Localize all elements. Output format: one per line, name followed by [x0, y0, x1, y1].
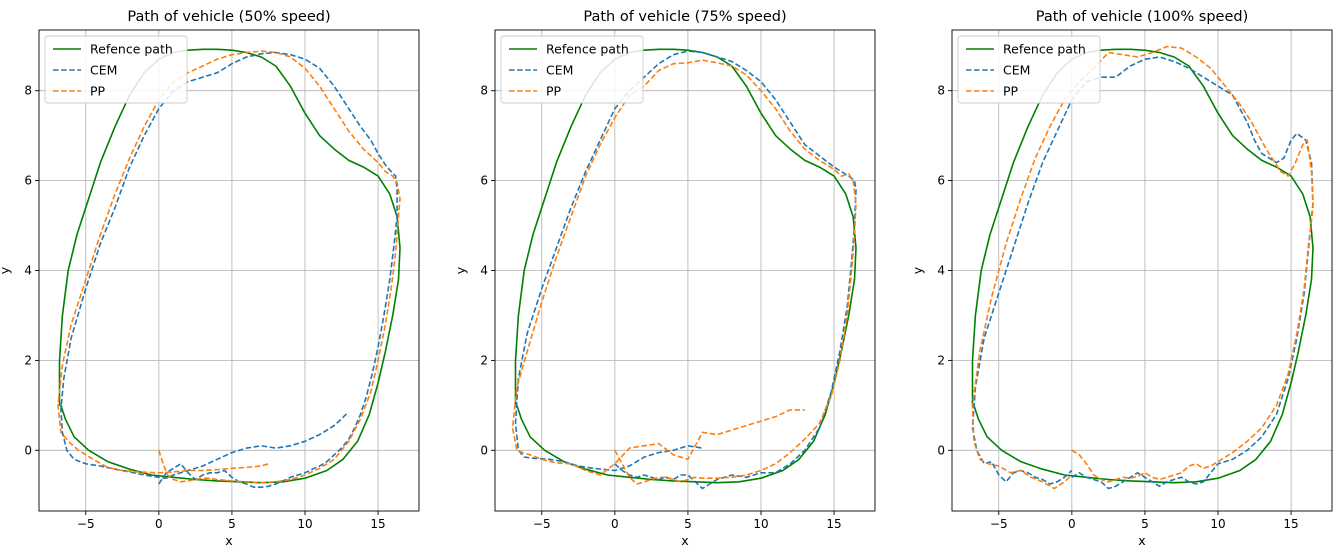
legend: Refence path CEM PP	[957, 35, 1101, 104]
legend-label: CEM	[90, 63, 117, 78]
y-tick-label: 2	[480, 353, 488, 367]
x-tick-label: 10	[753, 517, 768, 531]
y-tick-label: 8	[480, 84, 488, 98]
series-line-refence-path	[514, 48, 857, 484]
series-line-cem	[971, 56, 1314, 490]
x-tick-label: −5	[533, 517, 551, 531]
x-tick-label: 15	[370, 517, 385, 531]
chart-title: Path of vehicle (100% speed)	[1036, 9, 1248, 25]
y-tick-label: 6	[24, 174, 32, 188]
y-tick-label: 4	[937, 264, 945, 278]
legend-label: PP	[1003, 84, 1019, 99]
series-line-refence-path	[971, 48, 1314, 484]
legend-label: CEM	[1003, 63, 1030, 78]
y-tick-label: 8	[24, 84, 32, 98]
x-tick-label: −5	[990, 517, 1008, 531]
x-tick-label: 15	[1283, 517, 1298, 531]
chart-panel-3: −5 0 5 10 15 0 2 4 6 8 Path of vehicle (100% speed…	[910, 9, 1333, 548]
legend-box	[44, 35, 188, 104]
legend-box	[957, 35, 1101, 104]
legend-label: CEM	[546, 63, 573, 78]
x-tick-label: 10	[297, 517, 312, 531]
y-tick-label: 2	[24, 353, 32, 367]
legend-box	[500, 35, 644, 104]
y-tick-label: 2	[937, 353, 945, 367]
series-line-pp	[57, 50, 401, 484]
x-tick-label: 15	[826, 517, 841, 531]
y-tick-label: 0	[480, 443, 488, 457]
y-tick-label: 4	[24, 264, 32, 278]
y-tick-label: 0	[24, 443, 32, 457]
legend-label: Refence path	[90, 42, 173, 57]
y-axis-label: y	[910, 266, 925, 274]
series-line-refence-path	[58, 48, 401, 484]
y-axis-label: y	[453, 266, 468, 274]
legend-label: Refence path	[1003, 42, 1086, 57]
x-tick-label: 0	[1068, 517, 1076, 531]
y-tick-label: 6	[480, 174, 488, 188]
y-tick-label: 8	[937, 84, 945, 98]
x-axis-label: x	[681, 533, 688, 548]
series-line-pp	[511, 59, 857, 485]
x-tick-label: 5	[1141, 517, 1149, 531]
legend-label: PP	[90, 84, 106, 99]
chart-title: Path of vehicle (75% speed)	[583, 9, 786, 25]
x-tick-label: 0	[155, 517, 163, 531]
legend-label: PP	[546, 84, 562, 99]
x-tick-label: −5	[77, 517, 95, 531]
legend: Refence path CEM PP	[500, 35, 644, 104]
legend: Refence path CEM PP	[44, 35, 188, 104]
chart-panel-2: −5 0 5 10 15 0 2 4 6 8 Path of vehicle (75% speed)…	[453, 9, 876, 548]
x-axis-label: x	[1138, 533, 1145, 548]
series-line-cem	[60, 51, 398, 489]
x-tick-label: 10	[1210, 517, 1225, 531]
x-tick-label: 0	[611, 517, 619, 531]
x-axis-label: x	[225, 533, 232, 548]
legend-label: Refence path	[546, 42, 629, 57]
chart-title: Path of vehicle (50% speed)	[127, 9, 330, 25]
chart-panel-1: −5 0 5 10 15 0 2 4 6 8 Path of vehicle (50% speed)…	[0, 9, 420, 548]
y-tick-label: 0	[937, 443, 945, 457]
series-line-pp	[971, 45, 1314, 490]
y-tick-label: 4	[480, 264, 488, 278]
y-axis-label: y	[0, 266, 12, 274]
series-line-cem	[514, 50, 857, 490]
x-tick-label: 5	[684, 517, 692, 531]
x-tick-label: 5	[228, 517, 236, 531]
y-tick-label: 6	[937, 174, 945, 188]
